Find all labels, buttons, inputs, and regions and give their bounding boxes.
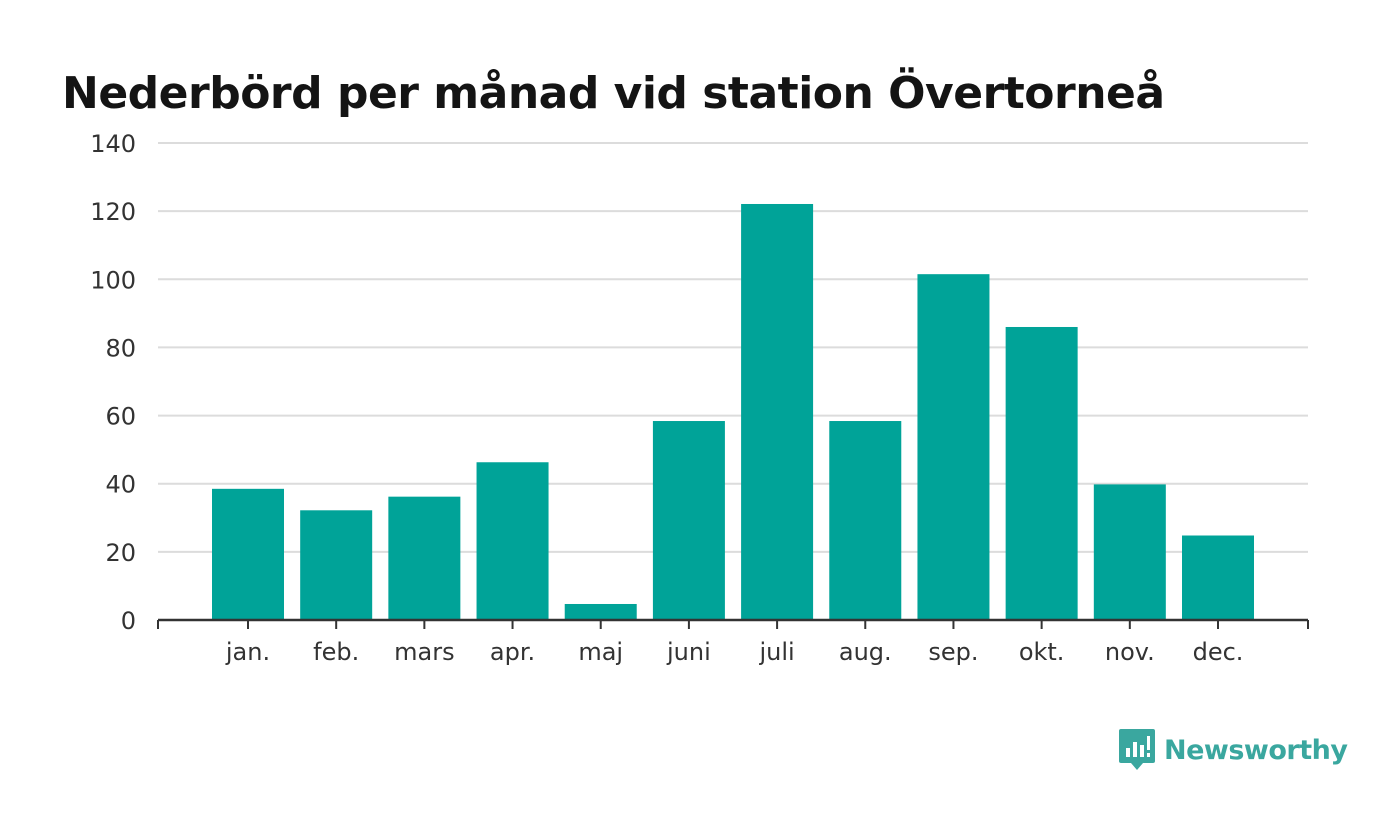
brand-name: Newsworthy <box>1164 734 1348 766</box>
bar-mars <box>388 496 461 620</box>
bar-apr <box>476 462 549 620</box>
bars <box>212 203 1254 620</box>
x-tick-label: sep. <box>928 638 978 666</box>
y-tick-label: 100 <box>90 266 136 294</box>
x-tick-label: juli <box>758 638 794 666</box>
bar-juli <box>741 203 814 620</box>
x-tick-label: feb. <box>313 638 359 666</box>
x-axis-ticks: jan. feb. mars apr. maj juni juli aug. sep. okt. n… <box>225 638 1244 666</box>
bar-maj <box>564 603 637 620</box>
x-axis <box>157 618 1309 629</box>
bar-sep <box>917 274 990 620</box>
bar-aug <box>829 421 902 620</box>
x-tick-label: mars <box>394 638 454 666</box>
y-tick-label: 80 <box>105 334 136 362</box>
bar-feb <box>300 510 373 620</box>
y-tick-label: 140 <box>90 130 136 158</box>
y-tick-label: 60 <box>105 403 136 431</box>
y-axis-ticks: 0 20 40 60 80 100 120 140 <box>90 130 136 635</box>
bar-juni <box>652 421 725 620</box>
brand-logo: Newsworthy <box>1118 728 1348 772</box>
y-tick-label: 40 <box>105 471 136 499</box>
x-tick-label: dec. <box>1193 638 1244 666</box>
x-tick-label: jan. <box>225 638 270 666</box>
y-tick-label: 20 <box>105 539 136 567</box>
bar-jan <box>212 488 284 620</box>
x-tick-label: okt. <box>1019 638 1065 666</box>
bar-dec <box>1182 535 1254 620</box>
x-tick-label: nov. <box>1105 638 1155 666</box>
x-tick-label: apr. <box>490 638 535 666</box>
newsworthy-logo-icon <box>1119 729 1155 770</box>
bar-nov <box>1093 484 1166 620</box>
y-tick-label: 120 <box>90 198 136 226</box>
x-tick-label: aug. <box>839 638 892 666</box>
x-tick-label: maj <box>578 638 623 666</box>
chart-title: Nederbörd per månad vid station Övertorn… <box>62 68 1165 119</box>
x-tick-label: juni <box>666 638 711 666</box>
bar-okt <box>1005 326 1078 620</box>
y-tick-label: 0 <box>121 607 136 635</box>
